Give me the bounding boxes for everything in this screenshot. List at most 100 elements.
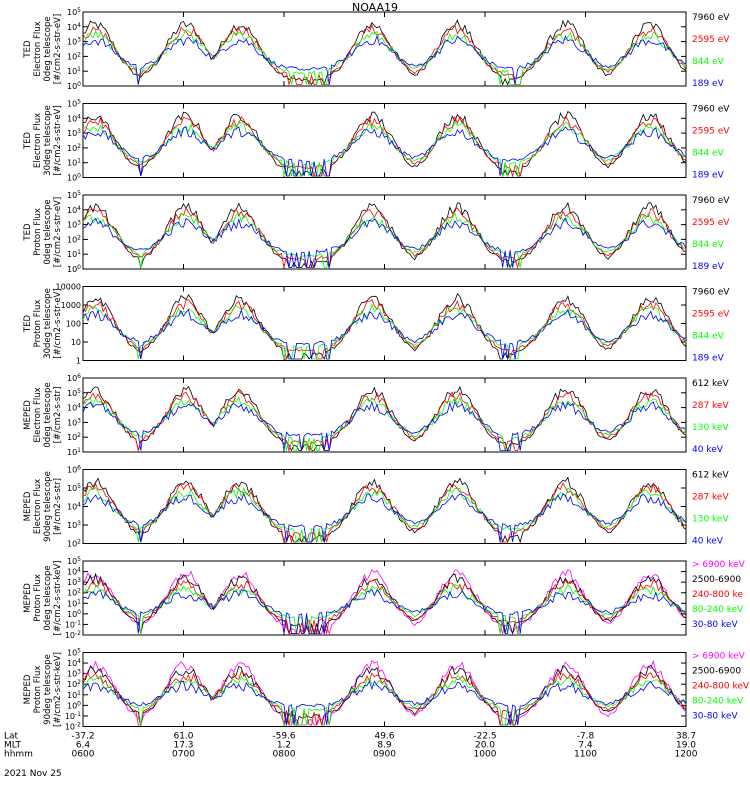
y-tick-label: 105 [67, 483, 81, 493]
panel-frame [82, 652, 687, 727]
series-trace [82, 584, 687, 634]
y-tick-label: 100 [67, 700, 81, 710]
y-tick-label: 102 [67, 539, 81, 549]
lat-tick-label: 38.7 [676, 732, 696, 742]
time-tick-label: 0700 [172, 750, 195, 760]
y-tick-label: 103 [67, 520, 81, 530]
x-row-label: MLT [4, 741, 22, 751]
y-tick-label: 104 [67, 502, 81, 512]
y-axis-label: TED [23, 223, 33, 242]
legend-entry: > 6900 keV [692, 652, 746, 662]
legend-entry: 2500-6900 [692, 575, 741, 585]
y-tick-label: 102 [67, 679, 81, 689]
y-tick-label: 102 [67, 588, 81, 598]
y-axis-label: Proton Flux [33, 300, 43, 348]
mlt-tick-label: 20.0 [475, 741, 495, 751]
y-tick-label: 105 [67, 7, 81, 17]
series-trace [82, 588, 687, 634]
series-trace [82, 206, 687, 270]
y-tick-label: 105 [67, 99, 81, 109]
y-tick-label: 101 [67, 158, 81, 168]
y-tick-label: 10-1 [65, 711, 81, 721]
y-tick-label: 100 [67, 173, 81, 183]
y-tick-label: 106 [67, 373, 81, 383]
y-tick-label: 104 [67, 403, 81, 413]
y-tick-label: 100 [66, 320, 81, 329]
legend-entry: 130 keV [692, 423, 729, 433]
y-tick-label: 101 [67, 66, 81, 76]
y-axis-label: Proton Flux [33, 666, 43, 714]
mlt-tick-label: 19.0 [676, 741, 696, 751]
legend-entry: 612 keV [692, 471, 729, 481]
series-trace [82, 29, 687, 85]
x-row-label: hhmm [4, 750, 33, 760]
y-tick-label: 101 [67, 598, 81, 608]
y-axis-label: TED [23, 314, 33, 333]
legend-entry: 844 eV [692, 149, 725, 159]
y-tick-label: 104 [67, 658, 81, 668]
series-trace [82, 482, 687, 544]
panel-frame [82, 11, 687, 87]
series-trace [82, 34, 687, 85]
legend-entry: 2595 eV [692, 218, 730, 228]
mlt-tick-label: 17.3 [173, 741, 193, 751]
time-tick-label: 0900 [373, 750, 396, 760]
y-axis-label: [#/cm2-s-str-eV] [53, 14, 63, 84]
series-trace [82, 385, 687, 452]
series-trace [82, 120, 687, 177]
series-trace [82, 659, 687, 727]
series-trace [82, 298, 687, 361]
y-axis-label: [#/cm2-s-str] [53, 478, 63, 535]
legend-entry: 612 keV [692, 379, 729, 389]
chart-title: NOAA19 [351, 1, 399, 14]
series-trace [82, 201, 687, 269]
y-tick-label: 105 [67, 190, 81, 200]
y-tick-label: 103 [67, 577, 81, 587]
y-tick-label: 104 [67, 205, 81, 215]
legend-entry: 189 eV [692, 262, 725, 272]
y-tick-label: 100 [67, 264, 81, 274]
legend-entry: 2595 eV [692, 35, 730, 45]
lat-tick-label: 61.0 [173, 732, 193, 742]
legend-entry: 189 eV [692, 171, 725, 181]
y-tick-label: 103 [67, 128, 81, 138]
series-trace [82, 675, 687, 726]
series-trace [82, 217, 687, 268]
y-tick-label: 10-1 [65, 619, 81, 629]
panel-frame [82, 560, 687, 636]
y-tick-label: 101 [67, 447, 81, 457]
legend-entry: 40 keV [692, 537, 724, 547]
series-trace [82, 670, 687, 726]
y-axis-label: 0deg telescope [43, 16, 53, 81]
legend-entry: 40 keV [692, 445, 724, 455]
legend-entry: 7960 eV [692, 196, 730, 206]
legend-entry: 2595 eV [692, 310, 730, 320]
y-axis-label: [#/cm2-s-str] [53, 387, 63, 444]
series-trace [82, 400, 687, 451]
legend-entry: 287 keV [692, 493, 729, 503]
y-axis-label: MEPED [23, 400, 33, 430]
lat-tick-label: -59.6 [272, 732, 296, 742]
legend-entry: 2500-6900 [692, 667, 741, 677]
panel-frame [82, 469, 687, 544]
legend-entry: 844 eV [692, 57, 725, 67]
legend-entry: 240-800 keV [692, 682, 750, 692]
series-trace [82, 572, 687, 636]
legend-entry: 7960 eV [692, 105, 730, 115]
time-tick-label: 1100 [574, 750, 597, 760]
y-axis-label: MEPED [23, 491, 33, 521]
mlt-tick-label: 6.4 [76, 741, 91, 751]
y-tick-label: 102 [67, 51, 81, 61]
legend-entry: 2595 eV [692, 127, 730, 137]
series-trace [82, 23, 687, 87]
time-tick-label: 1200 [675, 750, 698, 760]
series-trace [82, 293, 687, 361]
series-trace [82, 110, 687, 178]
lat-tick-label: -22.5 [473, 732, 496, 742]
mlt-tick-label: 1.2 [277, 741, 291, 751]
lat-tick-label: -37.2 [71, 732, 94, 742]
series-trace [82, 19, 687, 86]
legend-entry: 844 eV [692, 240, 725, 250]
y-tick-label: 105 [67, 388, 81, 398]
series-trace [82, 212, 687, 268]
